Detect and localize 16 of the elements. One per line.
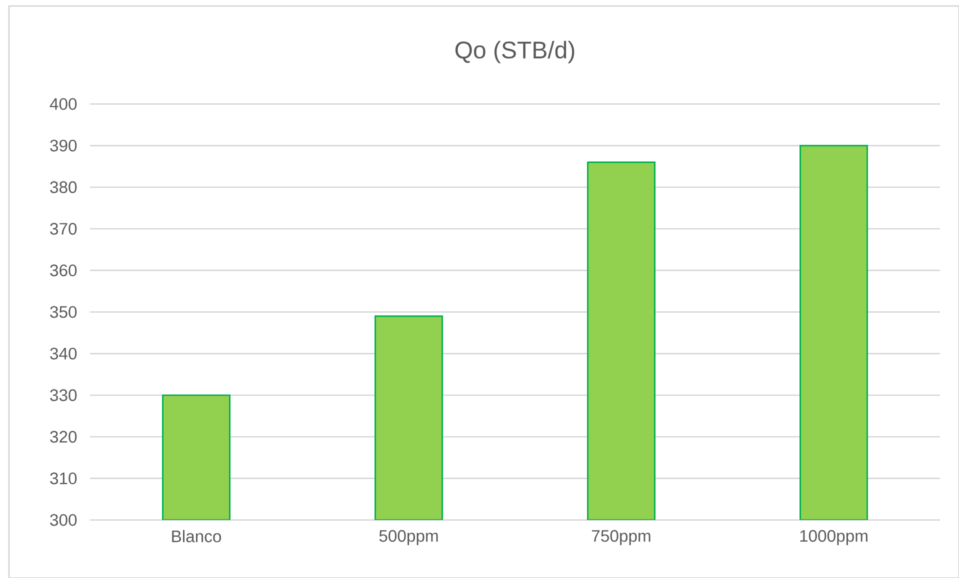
y-tick-label: 330 <box>50 389 77 402</box>
y-tick-label: 380 <box>50 181 77 194</box>
y-tick-label: 340 <box>50 348 77 360</box>
y-tick-label: 360 <box>50 264 77 276</box>
x-tick-label: 750ppm <box>592 530 650 546</box>
chart-title: Qo (STB/d) <box>455 40 574 64</box>
y-tick-label: 300 <box>50 514 77 526</box>
y-tick-label: 400 <box>50 98 77 110</box>
x-tick-label: Blanco <box>172 530 222 542</box>
y-tick-label: 390 <box>50 140 77 152</box>
x-tick-label: 500ppm <box>379 530 438 546</box>
y-tick-label: 320 <box>50 430 77 443</box>
y-tick-label: 310 <box>50 472 77 484</box>
y-tick-label: 370 <box>50 222 77 235</box>
x-tick-label: 1000ppm <box>800 530 868 546</box>
y-tick-label: 350 <box>50 306 77 318</box>
